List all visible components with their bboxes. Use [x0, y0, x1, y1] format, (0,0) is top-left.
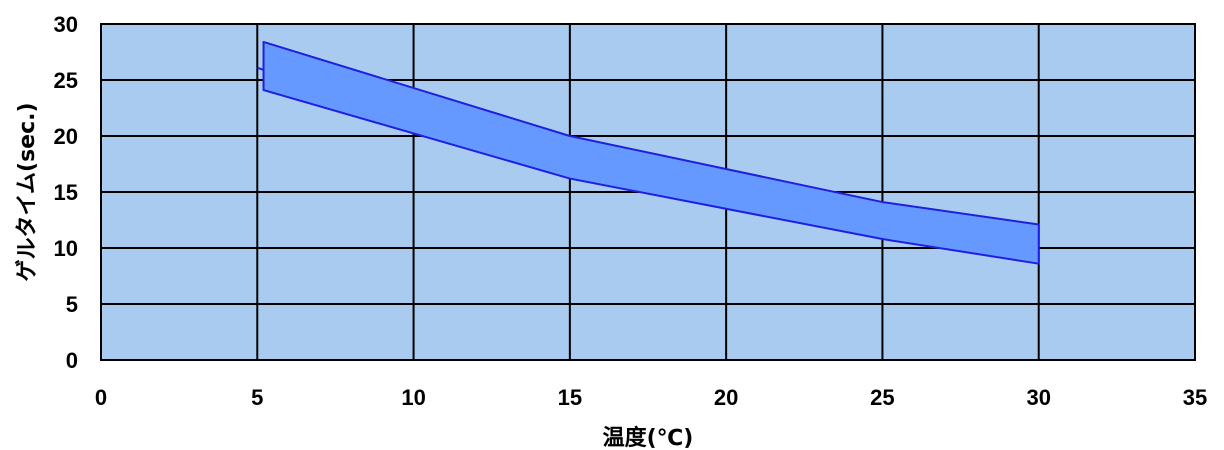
stub-line [256, 66, 264, 71]
y-tick-label: 0 [66, 348, 78, 373]
y-axis-title: ゲルタイム(sec.) [15, 102, 40, 281]
x-tick-label: 20 [714, 385, 738, 410]
y-tick-label: 15 [54, 180, 78, 205]
x-tick-label: 5 [251, 385, 263, 410]
x-tick-label: 35 [1183, 385, 1207, 410]
y-tick-label: 10 [54, 236, 78, 261]
x-tick-label: 30 [1026, 385, 1050, 410]
y-tick-label: 5 [66, 292, 78, 317]
plot-border [100, 23, 1196, 361]
x-axis-title: 温度(℃) [603, 425, 694, 450]
y-tick-label: 20 [54, 124, 78, 149]
x-tick-labels: 0 5 10 15 20 25 30 35 [95, 385, 1207, 410]
x-tick-label: 0 [95, 385, 107, 410]
gel-time-band-layer [256, 40, 1040, 265]
x-tick-label: 15 [558, 385, 582, 410]
gel-time-band [262, 40, 1040, 265]
y-tick-labels: 0 5 10 15 20 25 30 [54, 12, 78, 373]
x-tick-label: 10 [401, 385, 425, 410]
y-tick-label: 25 [54, 68, 78, 93]
y-tick-label: 30 [54, 12, 78, 37]
x-tick-label: 25 [870, 385, 894, 410]
